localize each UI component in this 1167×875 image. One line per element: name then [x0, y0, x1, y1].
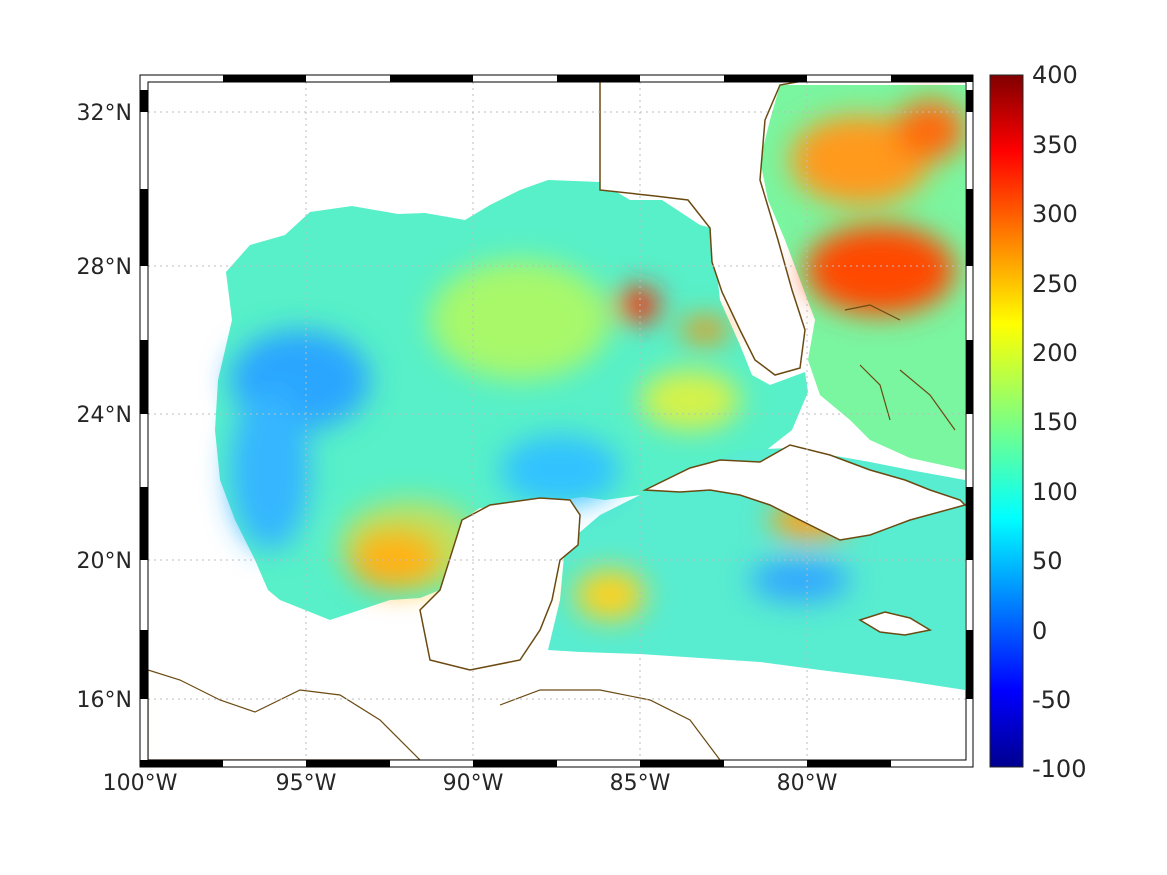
- cuba: [642, 444, 966, 541]
- lon-label: 80°W: [777, 771, 838, 796]
- florida-peninsula: [599, 82, 806, 376]
- lat-label: 32°N: [77, 101, 132, 126]
- lon-label: 100°W: [103, 771, 178, 796]
- land: [148, 82, 966, 760]
- blue-patch-west-2: [230, 390, 310, 550]
- lat-label: 16°N: [77, 688, 132, 713]
- colorbar-ticks: 400 350 300 250 200 150 100 50 0 -50 -10…: [1032, 61, 1086, 783]
- yellow-halo-campeche: [340, 500, 480, 590]
- lon-label: 95°W: [276, 771, 337, 796]
- blue-patch-central: [500, 435, 620, 505]
- colorbar-tick-label: 200: [1032, 339, 1078, 367]
- colorbar-tick-label: 0: [1032, 617, 1047, 645]
- colorbar-tick-label: 150: [1032, 408, 1078, 436]
- latitude-labels: 32°N 28°N 24°N 20°N 16°N: [77, 101, 132, 713]
- colorbar-tick-label: -50: [1032, 686, 1071, 714]
- graticule: [148, 82, 966, 760]
- jamaica: [858, 611, 933, 636]
- lon-label: 90°W: [443, 771, 504, 796]
- honduras-coast: [499, 689, 721, 760]
- colorbar-tick-label: 400: [1032, 61, 1078, 89]
- map-panel: 100°W 95°W 90°W 85°W 80°W 32°N 28°N 24°N…: [77, 74, 974, 796]
- colorbar-tick-label: -100: [1032, 755, 1086, 783]
- orange-blob-atlantic-north: [790, 115, 930, 205]
- colorbar-ramp: [989, 74, 1024, 768]
- lat-label: 24°N: [77, 403, 132, 428]
- bahamas-islands: [844, 304, 956, 431]
- red-blob-27n: [616, 287, 660, 323]
- green-patch-central: [430, 260, 610, 380]
- orange-blob-26n: [680, 318, 730, 342]
- red-blob-bahamas: [805, 225, 955, 315]
- lon-label: 85°W: [610, 771, 671, 796]
- colorbar: 400 350 300 250 200 150 100 50 0 -50 -10…: [989, 61, 1086, 783]
- yellow-blob-honduras: [575, 570, 645, 620]
- orange-blob-carolina: [895, 100, 965, 160]
- lat-label: 28°N: [77, 255, 132, 280]
- colorbar-tick-label: 250: [1032, 270, 1078, 298]
- colorbar-tick-label: 300: [1032, 200, 1078, 228]
- colorbar-tick-label: 100: [1032, 478, 1078, 506]
- blue-blob-caribbean: [750, 558, 850, 602]
- colorbar-tick-label: 350: [1032, 131, 1078, 159]
- gulf-field: [215, 180, 808, 620]
- lat-label: 20°N: [77, 549, 132, 574]
- central-america: [148, 669, 421, 760]
- yucatan-peninsula: [419, 497, 581, 671]
- longitude-labels: 100°W 95°W 90°W 85°W 80°W: [103, 771, 838, 796]
- yellow-patch-east-gulf: [640, 370, 740, 430]
- colorbar-tick-label: 50: [1032, 547, 1063, 575]
- map-frame: [139, 74, 974, 768]
